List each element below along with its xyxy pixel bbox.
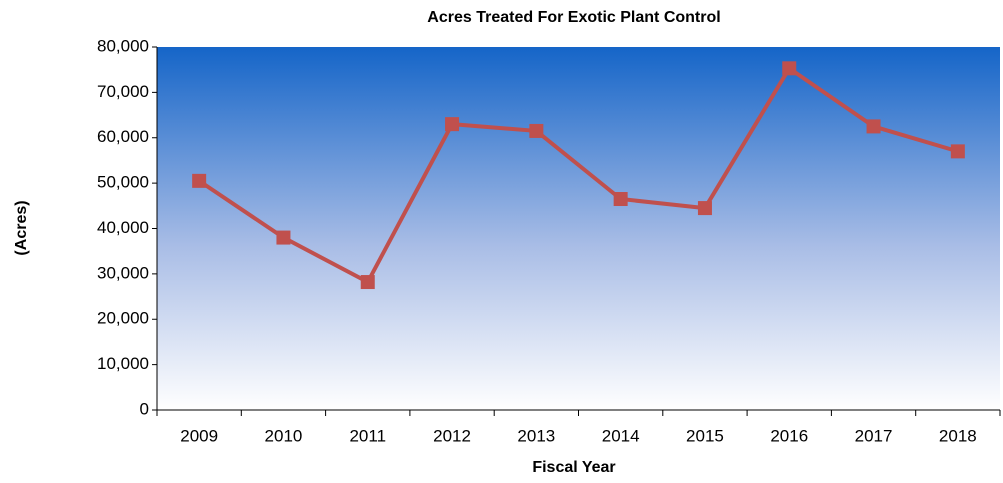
y-tick-label: 60,000: [97, 127, 149, 146]
x-tick-label: 2011: [349, 426, 386, 445]
y-tick-label: 20,000: [97, 309, 149, 328]
y-tick-label: 70,000: [97, 82, 149, 101]
marker: [866, 119, 881, 134]
x-axis-label: Fiscal Year: [532, 459, 615, 476]
x-tick-label: 2017: [855, 426, 893, 445]
plot-area: [157, 47, 1000, 410]
marker: [192, 173, 207, 188]
marker: [782, 61, 797, 76]
marker: [445, 117, 460, 132]
marker: [276, 230, 291, 245]
y-tick-label: 50,000: [97, 173, 149, 192]
x-tick-label: 2010: [265, 426, 303, 445]
marker: [360, 275, 375, 290]
x-tick-label: 2014: [602, 426, 640, 445]
chart-title: Acres Treated For Exotic Plant Control: [427, 9, 720, 26]
marker: [613, 192, 628, 207]
data-line: [198, 65, 959, 285]
x-tick-label: 2009: [180, 426, 218, 445]
y-axis-label: (Acres): [13, 200, 30, 255]
marker: [950, 144, 965, 159]
y-tick-label: 30,000: [97, 263, 149, 282]
x-tick-label: 2012: [433, 426, 471, 445]
y-tick-label: 40,000: [97, 218, 149, 237]
x-tick-label: 2018: [939, 426, 977, 445]
x-tick-label: 2016: [770, 426, 808, 445]
y-tick-label: 80,000: [97, 36, 149, 55]
marker: [529, 123, 544, 138]
x-tick-label: 2015: [686, 426, 724, 445]
marker: [697, 201, 712, 216]
y-tick-label: 0: [140, 399, 149, 418]
y-tick-label: 10,000: [97, 354, 149, 373]
x-tick-label: 2013: [517, 426, 555, 445]
